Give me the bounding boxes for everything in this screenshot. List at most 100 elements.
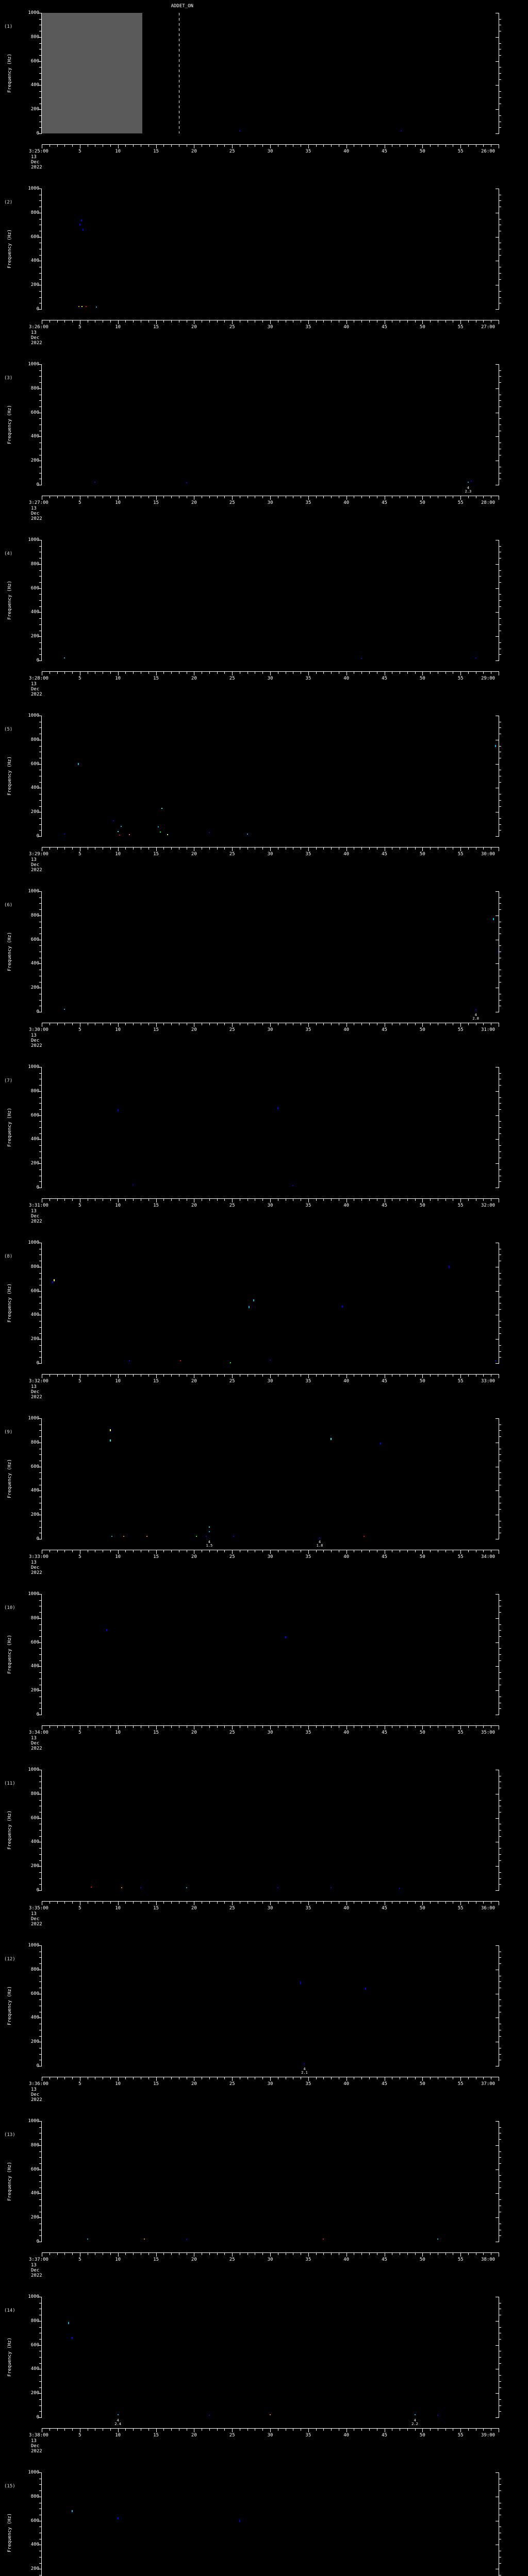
x-axis-tick	[460, 496, 461, 500]
x-axis-tick	[171, 1550, 172, 1552]
panel-index-label: (14)	[4, 2308, 15, 2313]
y-axis-left	[38, 1243, 42, 1364]
date-line: 2022	[31, 1043, 42, 1048]
date-line: 13	[31, 155, 37, 160]
x-axis-tick	[415, 1374, 416, 1377]
x-axis-tick	[148, 2252, 149, 2255]
y-tick-label: 200	[30, 2215, 39, 2221]
y-axis-tick	[39, 2181, 42, 2182]
y-tick-label: 400	[30, 1488, 39, 1494]
y-axis-tick	[39, 1103, 42, 1104]
y-axis-tick	[499, 255, 501, 256]
y-axis-tick	[499, 600, 501, 601]
x-axis-tick	[133, 320, 134, 323]
x-axis-tick	[369, 1725, 370, 1728]
x-axis-start-label: 3:30:00	[29, 1027, 48, 1032]
detection-mark	[52, 1281, 53, 1284]
detection-mark	[475, 1009, 476, 1010]
x-axis-tick	[217, 2252, 218, 2255]
panel-index-label: (2)	[4, 200, 13, 205]
y-axis-tick	[39, 2139, 42, 2140]
x-axis-tick	[217, 1550, 218, 1552]
x-axis-tick-label: 35	[305, 852, 311, 857]
date-line: 2022	[31, 1219, 42, 1224]
x-axis-tick	[361, 1901, 362, 1904]
x-axis-tick	[316, 847, 317, 850]
y-axis-tick	[38, 1418, 42, 1419]
x-axis-tick-label: 40	[343, 1203, 350, 1208]
y-axis-tick	[499, 2054, 501, 2055]
y-axis-tick	[38, 388, 42, 389]
x-axis-tick	[415, 496, 416, 498]
x-axis-tick	[163, 1901, 164, 1904]
x-axis-tick-label: 20	[191, 852, 197, 857]
x-axis-tick	[460, 1725, 461, 1730]
x-axis-tick-label: 35	[305, 149, 311, 154]
x-axis-tick-label: 45	[382, 149, 387, 154]
x-axis-tick	[133, 671, 134, 674]
detection-mark	[292, 1184, 294, 1186]
x-axis-date-label: 13 Dec 2022	[31, 1384, 42, 1400]
x-axis-tick	[133, 1023, 134, 1025]
x-axis-tick	[468, 671, 469, 674]
x-axis-tick	[468, 1725, 469, 1728]
x-axis-tick	[460, 2252, 461, 2257]
x-axis-tick	[224, 2252, 225, 2255]
x-axis-tick	[422, 496, 423, 500]
y-axis-tick	[39, 909, 42, 910]
x-axis-tick-label: 15	[153, 325, 159, 330]
y-axis-tick	[499, 55, 501, 56]
y-tick-labels: 0 200 400 600 800 1000	[14, 10, 39, 136]
x-axis-tick	[331, 1901, 332, 1904]
y-axis-tick	[499, 2405, 501, 2406]
x-axis-tick	[323, 1725, 324, 1728]
x-axis-tick	[483, 2428, 484, 2431]
y-axis-tick	[39, 79, 42, 80]
x-axis-tick	[232, 2428, 233, 2432]
x-axis-tick	[468, 847, 469, 850]
detection-mark	[253, 1299, 254, 1302]
y-axis-tick	[38, 2417, 42, 2418]
plot-area-13	[42, 2121, 499, 2242]
x-axis-tick-label: 50	[419, 852, 425, 857]
x-axis-tick	[407, 1550, 408, 1552]
x-axis-tick	[430, 2252, 431, 2255]
y-axis-tick	[39, 1527, 42, 1528]
x-axis-tick-label: 45	[382, 1906, 387, 1911]
y-axis-title: Frequency (Hz)	[6, 2297, 13, 2417]
x-axis-tick-label: 45	[382, 1730, 387, 1735]
x-axis-tick	[346, 1901, 347, 1905]
y-axis-tick	[499, 1309, 501, 1310]
x-axis-tick	[270, 2252, 271, 2257]
x-axis-tick	[110, 1023, 111, 1025]
x-axis-tick	[316, 320, 317, 323]
x-axis-tick-label: 25	[229, 2081, 235, 2087]
y-axis-title-text: Frequency (Hz)	[7, 932, 13, 971]
x-axis-tick-label: 15	[153, 1554, 159, 1560]
detection-mark	[109, 1429, 111, 1432]
y-axis-tick	[39, 1963, 42, 1964]
detection-mark	[208, 1531, 210, 1532]
y-tick-label: 800	[30, 1967, 39, 1972]
x-axis-tick-label: 55	[457, 2433, 464, 2438]
y-tick-label: 200	[30, 458, 39, 464]
x-axis-tick	[163, 320, 164, 323]
y-tick-label: 0	[37, 2415, 39, 2420]
x-axis-tick	[346, 1374, 347, 1378]
x-axis-tick	[163, 1198, 164, 1201]
y-tick-labels: 0 200 400 600 800 1000	[14, 1240, 39, 1366]
x-axis-tick	[346, 320, 347, 324]
detection-mark	[414, 2414, 416, 2416]
y-tick-label: 200	[30, 107, 39, 112]
plot-area-2	[42, 189, 499, 309]
detection-mark	[492, 918, 494, 920]
x-axis-tick	[407, 1374, 408, 1377]
x-axis-tick	[209, 320, 210, 323]
x-axis-tick	[148, 1550, 149, 1552]
x-axis-tick-label: 50	[419, 149, 425, 154]
y-axis-tick	[39, 1345, 42, 1346]
y-axis-tick	[39, 1509, 42, 1510]
x-axis-start-label: 3:33:00	[29, 1554, 48, 1560]
x-axis-tick-label: 5	[78, 676, 81, 681]
x-axis-tick	[316, 1198, 317, 1201]
